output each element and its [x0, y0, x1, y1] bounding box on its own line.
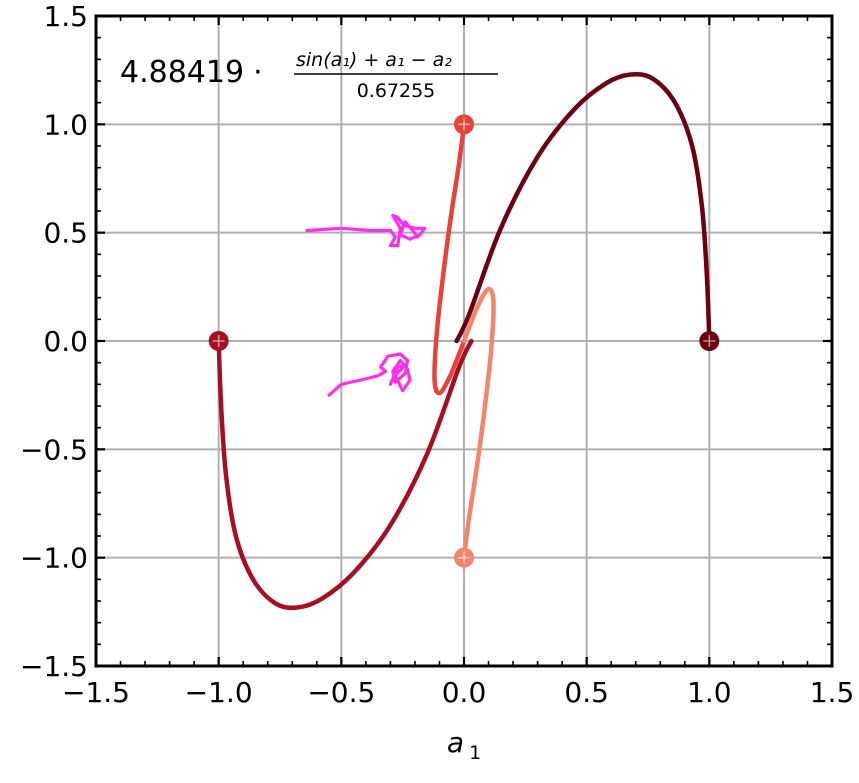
marker-cross-trajectory-salmon-0 [458, 551, 470, 564]
y-tick-label: 0.0 [43, 325, 88, 358]
marker-cross-trajectory-crimson-0 [212, 335, 225, 347]
series-line-trajectory-crimson [216, 338, 474, 611]
x-axis-label: a 1 [447, 726, 481, 764]
formula-dot: · [253, 55, 263, 90]
x-tick-label: 1.0 [687, 676, 732, 709]
y-tick-label: 1.0 [43, 108, 88, 141]
formula-coefficient: 4.88419 [120, 55, 244, 90]
series-line-trajectory-red [432, 122, 467, 396]
y-tick-label: −0.5 [20, 433, 88, 466]
tick-labels: −1.5 −1.0 −0.5 0.0 0.5 1.0 1.5 −1.5 −1.0 −0.5 0.0 0… [20, 0, 854, 709]
marker-cross-trajectory-red-0 [458, 118, 470, 131]
y-tick-label: 0.5 [43, 217, 88, 250]
formula-numerator: sin(a₁) + a₁ − a₂ [296, 49, 452, 71]
formula-denominator: 0.67255 [357, 80, 436, 102]
y-tick-label: −1.5 [20, 650, 88, 683]
y-tick-label: −1.0 [20, 542, 88, 575]
x-axis-label-main: a [447, 726, 464, 759]
y-tick-label: 1.5 [43, 0, 88, 33]
formula-annotation: 4.88419 · [120, 55, 263, 90]
tick-marks [94, 14, 834, 668]
marker-group [208, 114, 720, 568]
x-tick-label: 0.0 [442, 676, 487, 709]
arrow-doodle-lower [327, 352, 412, 397]
series-line-trajectory-salmon [461, 286, 496, 560]
marker-cross-trajectory-dark-0 [703, 335, 716, 347]
x-axis-label-sub: 1 [469, 742, 481, 764]
arrow-doodle-upper [305, 213, 427, 248]
x-tick-label: 1.5 [810, 676, 855, 709]
x-tick-label: −1.5 [62, 676, 130, 709]
x-tick-label: −0.5 [307, 676, 375, 709]
series-group [216, 71, 712, 611]
x-tick-label: 0.5 [564, 676, 609, 709]
series-line-trajectory-dark [454, 71, 712, 344]
x-tick-label: −1.0 [185, 676, 253, 709]
doodle-group [305, 213, 427, 397]
